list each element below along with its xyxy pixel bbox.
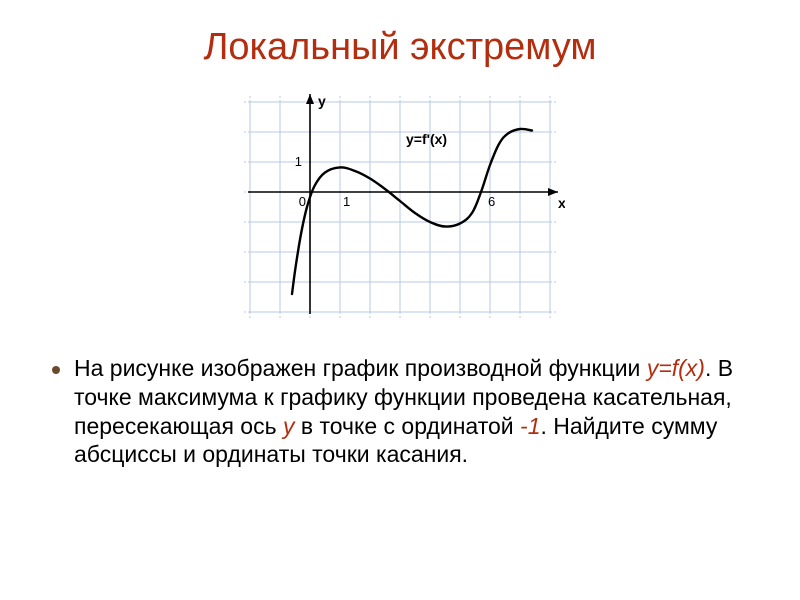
svg-text:x: x: [558, 195, 565, 211]
svg-text:1: 1: [343, 194, 350, 209]
chart-svg: y x y=f'(x) 0 1 6 1: [235, 87, 565, 327]
svg-text:y: y: [318, 93, 326, 109]
body-seg3: в точке с ординатой: [294, 413, 520, 439]
body-fn: y=f(x): [647, 355, 705, 381]
bullet-dot-icon: [52, 366, 60, 374]
svg-text:6: 6: [488, 194, 495, 209]
chart-container: y x y=f'(x) 0 1 6 1: [40, 87, 760, 332]
bullet-item: На рисунке изображен график производной …: [40, 354, 760, 469]
body-ord: -1: [520, 413, 540, 439]
svg-text:0: 0: [299, 194, 306, 209]
svg-text:1: 1: [295, 154, 302, 169]
svg-text:y=f'(x): y=f'(x): [406, 131, 447, 147]
derivative-chart: y x y=f'(x) 0 1 6 1: [235, 87, 565, 332]
body-axis: y: [283, 413, 295, 439]
body-seg1: На рисунке изображен график производной …: [74, 355, 647, 381]
slide-title: Локальный экстремум: [40, 26, 760, 69]
body-text: На рисунке изображен график производной …: [74, 354, 748, 469]
